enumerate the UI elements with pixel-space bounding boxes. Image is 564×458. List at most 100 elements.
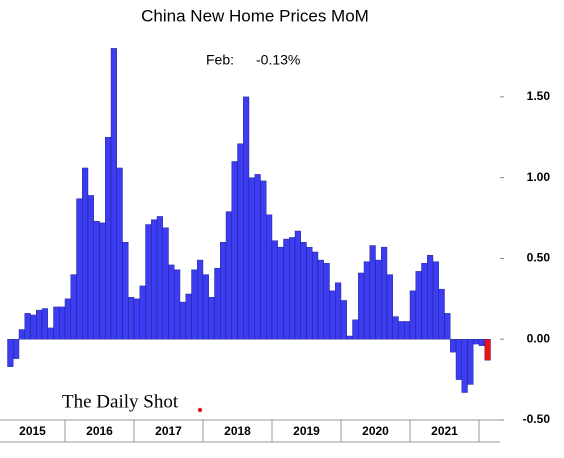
bar — [197, 259, 204, 340]
x-tick-label: 2015 — [19, 424, 46, 438]
y-tick-label: 0.00 — [527, 331, 551, 345]
bar — [116, 167, 123, 340]
watermark: The Daily Shot — [62, 391, 179, 412]
bar — [444, 313, 451, 340]
bar — [202, 274, 209, 340]
bar — [266, 214, 273, 340]
bar — [392, 316, 399, 340]
bar — [179, 301, 186, 340]
bar — [254, 174, 261, 340]
y-tick-label: 1.50 — [527, 89, 551, 103]
bar — [243, 96, 250, 340]
bar — [145, 224, 152, 340]
bar — [404, 321, 411, 340]
bar — [220, 242, 227, 340]
bar — [64, 298, 71, 340]
x-tick-label: 2019 — [293, 424, 320, 438]
bar — [237, 143, 244, 340]
bar — [110, 48, 117, 340]
bar — [306, 246, 313, 340]
bar — [381, 246, 388, 340]
bar — [323, 263, 330, 340]
bar — [208, 297, 215, 340]
bar — [317, 259, 324, 340]
bar — [214, 267, 221, 340]
bar — [340, 300, 347, 340]
bar — [168, 264, 175, 340]
bar — [53, 306, 60, 340]
bar — [335, 282, 342, 340]
bar — [174, 269, 181, 340]
x-tick-label: 2018 — [224, 424, 251, 438]
bar — [398, 321, 405, 340]
x-tick-label: 2017 — [155, 424, 182, 438]
bar — [59, 306, 66, 340]
x-tick-label: 2016 — [86, 424, 113, 438]
bar — [76, 198, 83, 340]
bar — [277, 246, 284, 340]
bar — [329, 290, 336, 340]
bar — [260, 180, 267, 340]
bar — [363, 261, 370, 340]
bar — [375, 259, 382, 340]
bar — [369, 245, 376, 340]
bar — [358, 272, 365, 340]
bar — [467, 339, 474, 385]
bar — [156, 216, 163, 340]
bar — [105, 137, 112, 340]
bar — [427, 254, 434, 340]
chart-title: China New Home Prices MoM — [141, 6, 369, 25]
y-tick-label: 1.00 — [527, 170, 551, 184]
bar — [225, 211, 232, 340]
bar — [99, 222, 106, 340]
bar — [24, 313, 31, 340]
bar — [478, 339, 485, 346]
bar — [312, 251, 319, 340]
bar — [248, 177, 255, 340]
bar — [82, 167, 89, 340]
bar — [409, 290, 416, 340]
bar — [271, 240, 278, 340]
bar — [133, 298, 140, 340]
bar — [294, 230, 301, 340]
bar — [300, 242, 307, 340]
annotation-label: Feb: — [206, 52, 234, 68]
bar — [421, 263, 428, 340]
bar — [461, 339, 468, 393]
bar — [415, 271, 422, 340]
y-tick-label: 0.50 — [527, 251, 551, 265]
bar — [128, 297, 135, 340]
bar — [432, 261, 439, 340]
bar — [185, 293, 192, 340]
bar — [484, 339, 491, 361]
bar — [151, 219, 158, 340]
bar — [36, 309, 43, 340]
annotation-value: -0.13% — [256, 52, 300, 68]
bar — [283, 238, 290, 340]
bar — [289, 237, 296, 340]
bar — [87, 195, 94, 340]
bar — [473, 339, 480, 345]
bar — [455, 339, 462, 380]
bar — [18, 329, 25, 340]
bar — [70, 274, 77, 340]
bar — [191, 269, 198, 340]
bar — [139, 285, 146, 340]
bar — [93, 221, 100, 340]
bar — [346, 335, 353, 340]
x-tick-label: 2020 — [362, 424, 389, 438]
bar — [7, 339, 14, 367]
bar — [438, 288, 445, 340]
bar — [386, 274, 393, 340]
bar — [231, 161, 238, 340]
bar — [47, 327, 54, 340]
bar — [30, 314, 37, 340]
bar — [41, 308, 48, 340]
y-tick-label: -0.50 — [523, 412, 551, 426]
bar — [122, 242, 129, 340]
x-tick-label: 2021 — [431, 424, 458, 438]
bar — [450, 339, 457, 353]
bar — [13, 339, 20, 359]
bar — [352, 319, 359, 340]
